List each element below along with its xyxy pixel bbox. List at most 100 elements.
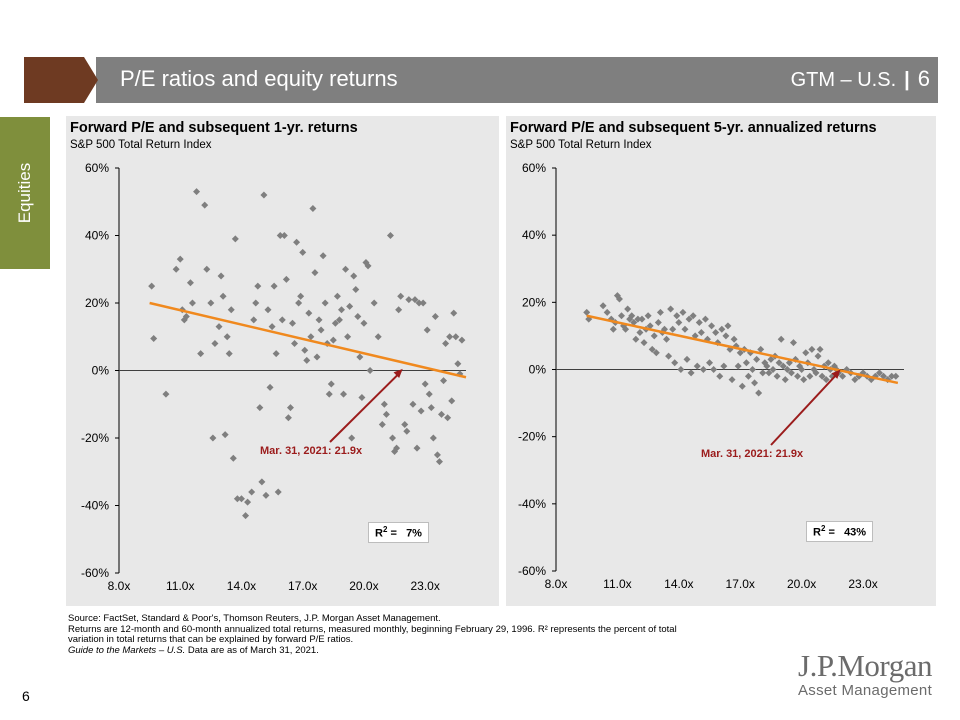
data-point bbox=[824, 359, 832, 367]
chart-title: Forward P/E and subsequent 5-yr. annuali… bbox=[510, 120, 877, 136]
data-point bbox=[413, 444, 421, 452]
x-tick-label: 8.0x bbox=[108, 579, 131, 593]
data-point bbox=[176, 255, 184, 263]
data-point bbox=[802, 349, 810, 357]
data-point bbox=[252, 299, 260, 307]
data-point bbox=[810, 366, 818, 373]
data-point bbox=[360, 319, 368, 327]
data-point bbox=[311, 269, 319, 277]
data-point bbox=[278, 316, 286, 324]
data-point bbox=[442, 340, 450, 347]
jpmorgan-logo: J.P.Morgan Asset Management bbox=[798, 650, 932, 700]
data-point bbox=[276, 232, 284, 239]
data-point bbox=[701, 315, 709, 323]
data-point bbox=[389, 434, 397, 442]
data-point bbox=[329, 336, 337, 344]
data-point bbox=[340, 390, 348, 398]
y-tick-label: 40% bbox=[522, 228, 546, 242]
data-point bbox=[640, 339, 648, 347]
data-point bbox=[393, 444, 401, 452]
data-point bbox=[315, 316, 323, 324]
data-point bbox=[800, 376, 808, 384]
data-point bbox=[250, 316, 258, 324]
data-point bbox=[193, 188, 201, 196]
data-point bbox=[773, 372, 781, 380]
data-point bbox=[223, 333, 231, 341]
data-point bbox=[307, 333, 315, 341]
chart-panel-1yr: Forward P/E and subsequent 1-yr. returns… bbox=[66, 116, 499, 606]
data-point bbox=[888, 372, 896, 380]
data-point bbox=[231, 235, 239, 243]
data-point bbox=[148, 282, 156, 290]
data-point bbox=[454, 360, 462, 368]
data-point bbox=[673, 312, 681, 320]
data-point bbox=[638, 315, 646, 323]
data-point bbox=[695, 318, 703, 326]
data-point bbox=[755, 389, 763, 397]
data-point bbox=[282, 275, 290, 283]
data-point bbox=[419, 299, 427, 307]
data-point bbox=[806, 372, 814, 380]
data-point bbox=[730, 335, 738, 343]
chart-subtitle: S&P 500 Total Return Index bbox=[510, 139, 652, 151]
y-tick-label: 40% bbox=[85, 229, 109, 243]
header-accent-tip bbox=[84, 57, 98, 103]
data-point bbox=[433, 451, 441, 459]
annotation-label: Mar. 31, 2021: 21.9x bbox=[260, 445, 363, 457]
data-point bbox=[630, 318, 638, 326]
data-point bbox=[440, 377, 448, 385]
data-point bbox=[716, 372, 724, 380]
data-point bbox=[644, 312, 652, 320]
note-line-2: variation in total returns that can be e… bbox=[68, 634, 354, 645]
data-point bbox=[677, 366, 685, 373]
data-point bbox=[781, 376, 789, 384]
data-point bbox=[767, 355, 775, 363]
data-point bbox=[622, 325, 630, 333]
data-point bbox=[423, 326, 431, 334]
data-point bbox=[720, 362, 728, 370]
data-point bbox=[769, 366, 777, 373]
data-point bbox=[348, 434, 356, 442]
data-point bbox=[274, 488, 282, 496]
data-point bbox=[325, 390, 333, 398]
data-point bbox=[370, 299, 378, 307]
data-point bbox=[397, 292, 405, 300]
data-point bbox=[679, 308, 687, 316]
data-point bbox=[386, 232, 394, 239]
data-point bbox=[777, 335, 785, 343]
data-point bbox=[233, 495, 241, 503]
data-point bbox=[798, 366, 806, 373]
data-point bbox=[186, 279, 194, 287]
data-point bbox=[201, 201, 209, 209]
data-point bbox=[401, 421, 409, 428]
data-point bbox=[421, 380, 429, 388]
x-tick-label: 20.0x bbox=[787, 577, 816, 591]
data-point bbox=[654, 318, 662, 326]
data-point bbox=[706, 359, 714, 367]
data-point bbox=[818, 372, 826, 380]
data-point bbox=[656, 308, 664, 316]
data-point bbox=[759, 369, 767, 377]
data-point bbox=[254, 282, 262, 290]
data-point bbox=[636, 329, 644, 337]
data-point bbox=[446, 333, 454, 341]
r2-value: 7% bbox=[406, 527, 422, 540]
x-tick-label: 23.0x bbox=[410, 579, 439, 593]
data-point bbox=[789, 339, 797, 347]
data-point bbox=[352, 286, 360, 293]
data-point bbox=[650, 332, 658, 340]
data-point bbox=[188, 299, 196, 307]
data-point bbox=[150, 334, 158, 342]
y-tick-label: -40% bbox=[81, 499, 109, 513]
trend-line bbox=[586, 314, 899, 385]
data-point bbox=[816, 345, 824, 353]
data-point bbox=[380, 400, 388, 408]
data-point bbox=[293, 238, 301, 246]
data-point bbox=[603, 308, 611, 316]
data-point bbox=[794, 372, 802, 380]
data-point bbox=[337, 306, 345, 314]
data-point bbox=[207, 299, 215, 307]
header-bar bbox=[96, 57, 938, 103]
data-point bbox=[289, 319, 296, 327]
data-point bbox=[197, 350, 205, 358]
